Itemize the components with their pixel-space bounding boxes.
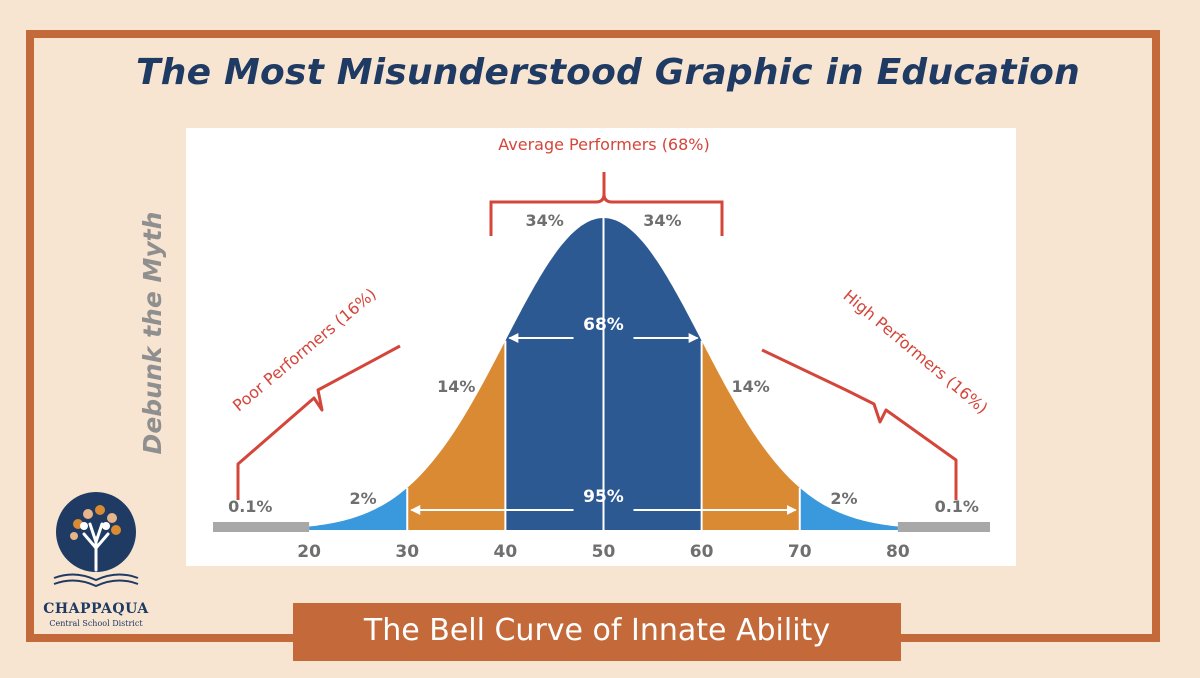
label-middle-left: 14% [437,377,475,396]
label-outer-left: 2% [350,489,377,508]
curve-divider-lines [406,218,801,530]
x-axis-ticks: 20 30 40 50 60 70 80 [297,542,910,562]
page-title: The Most Misunderstood Graphic in Educat… [136,52,1080,93]
label-center-right: 34% [643,211,681,230]
tick-30: 30 [395,542,419,562]
bell-curve-chart: 68% 95% 20 30 40 50 60 70 80 0.1% 2% 14% 34% 34% 14%… [213,135,992,562]
side-caption: Debunk the Myth [138,211,167,455]
band-tail-left [213,522,310,532]
tick-40: 40 [494,542,518,562]
band-tail-right [897,522,990,532]
label-tail-right: 0.1% [935,497,979,516]
book-icon [53,573,139,588]
band-middle-right [701,340,800,530]
tick-60: 60 [690,542,714,562]
tree-icon [70,505,121,572]
logo-subtitle: Central School District [49,619,143,628]
tick-70: 70 [788,542,812,562]
band-outer-left [309,487,408,530]
band-labels: 0.1% 2% 14% 34% 34% 14% 2% 0.1% [228,211,979,516]
band-center-left [505,218,604,530]
span-95-label: 95% [583,487,624,507]
tick-80: 80 [886,542,910,562]
subtitle-banner: The Bell Curve of Innate Ability [293,603,901,661]
logo-circle [56,492,136,572]
average-performers-brace [489,172,724,236]
curve-bands [213,218,990,532]
high-performers-brace [761,348,958,500]
band-middle-left [407,340,506,530]
label-middle-right: 14% [732,377,770,396]
logo-name: CHAPPAQUA [43,601,149,617]
tick-20: 20 [297,542,321,562]
average-performers-label: Average Performers (68%) [498,135,709,154]
curve-span-arrows: 68% 95% [410,315,797,515]
label-center-left: 34% [525,211,563,230]
district-logo [53,492,139,588]
poor-performers-brace [236,344,401,500]
tick-50: 50 [592,542,616,562]
band-center-right [603,218,702,530]
chart-panel: 68% 95% 20 30 40 50 60 70 80 0.1% 2% 14% 34% 34% 14%… [186,128,1016,566]
span-68-label: 68% [583,315,624,335]
label-tail-left: 0.1% [228,497,272,516]
band-outer-right [799,487,898,530]
poor-performers-label: Poor Performers (16%) [229,284,380,415]
label-outer-right: 2% [830,489,857,508]
